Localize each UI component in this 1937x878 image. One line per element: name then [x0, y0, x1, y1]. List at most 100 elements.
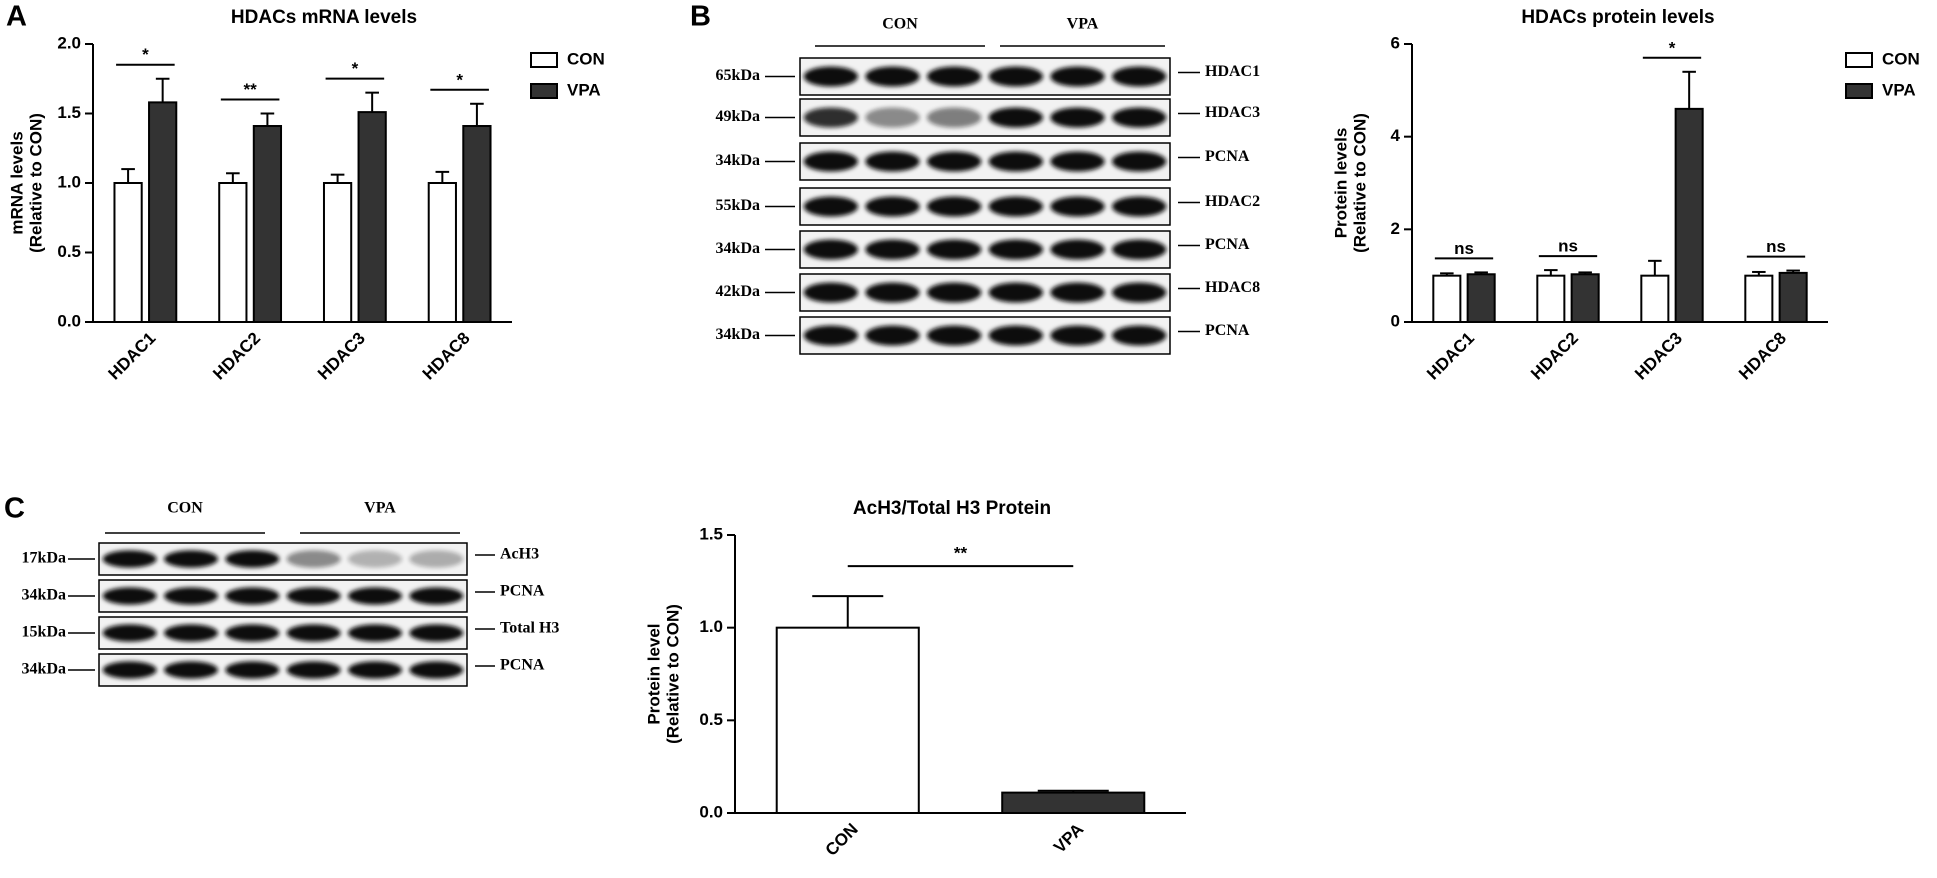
- blot-band: [1050, 151, 1105, 172]
- blot-band: [1050, 196, 1105, 217]
- blot-band: [286, 661, 341, 679]
- blot-band: [988, 196, 1043, 217]
- blot-band: [286, 587, 341, 605]
- bar: [322, 182, 353, 323]
- blot-band: [803, 151, 858, 172]
- y-axis-label: mRNA levels: [7, 131, 26, 234]
- bar: [1466, 273, 1496, 324]
- legend-swatch: [530, 52, 558, 68]
- blot-band: [927, 325, 982, 346]
- error-bar: [470, 102, 484, 127]
- significance-label: *: [352, 59, 359, 78]
- blot-frame: [799, 230, 1171, 269]
- y-tick-label: 2.0: [57, 33, 81, 52]
- bar: [1570, 273, 1600, 324]
- legend-label: VPA: [1882, 80, 1916, 99]
- blot-marker-label: 34kDa: [716, 240, 760, 257]
- panel-label: A: [6, 1, 27, 33]
- bar: [1674, 107, 1704, 323]
- blot-group-label: VPA: [1067, 16, 1099, 33]
- blot-band: [988, 66, 1043, 87]
- error-bar: [1682, 70, 1696, 109]
- blot-band: [1050, 239, 1105, 260]
- blot-marker-label: 65kDa: [716, 67, 760, 84]
- blot-marker-label: 34kDa: [716, 326, 760, 343]
- blot-marker-label: 15kDa: [22, 624, 66, 641]
- blot-band: [409, 587, 464, 605]
- blot-band: [927, 107, 982, 128]
- y-tick-label: 1.5: [699, 524, 723, 543]
- y-axis-label: Protein level: [644, 623, 663, 724]
- significance-label: **: [244, 80, 258, 99]
- blot-group-label: CON: [167, 500, 203, 517]
- blot-band: [1112, 325, 1167, 346]
- x-tick-label: HDAC2: [209, 329, 264, 384]
- error-bar: [812, 595, 884, 628]
- legend-label: CON: [567, 49, 605, 68]
- blot-band: [1050, 66, 1105, 87]
- bar: [427, 182, 457, 323]
- blot-frame: [98, 616, 468, 650]
- y-tick-label: 0.0: [57, 311, 81, 330]
- bar: [252, 125, 283, 324]
- x-tick-label: HDAC8: [419, 329, 474, 384]
- blot-band: [225, 661, 280, 679]
- bar: [113, 182, 143, 323]
- blot-frame: [799, 187, 1171, 226]
- blot-band: [865, 66, 920, 87]
- blot-frame: [799, 273, 1171, 312]
- blot-band: [102, 550, 157, 568]
- blot-protein-label: HDAC3: [1205, 104, 1260, 121]
- blot-band: [927, 196, 982, 217]
- error-bar: [330, 173, 345, 183]
- blot-protein-label: Total H3: [500, 620, 559, 637]
- blot-group-label: CON: [882, 16, 918, 33]
- bar: [1432, 274, 1462, 323]
- blot-protein-label: PCNA: [1205, 322, 1250, 339]
- y-tick-label: 0.0: [699, 802, 723, 821]
- legend-swatch: [1845, 52, 1873, 68]
- error-bar: [1474, 271, 1488, 275]
- panel-label: C: [4, 493, 25, 525]
- bar: [218, 182, 248, 323]
- error-bar: [1544, 269, 1558, 276]
- blot-band: [348, 624, 402, 642]
- significance-label: *: [456, 70, 463, 89]
- y-tick-label: 0.5: [57, 242, 81, 261]
- y-tick-label: 2: [1391, 219, 1400, 238]
- significance-label: *: [142, 45, 149, 64]
- error-bar: [121, 168, 135, 183]
- blot-band: [865, 325, 920, 346]
- bar: [1640, 274, 1670, 323]
- blot-band: [927, 66, 982, 87]
- error-bar: [226, 172, 240, 183]
- blot-protein-label: PCNA: [500, 583, 545, 600]
- blot-band: [927, 239, 982, 260]
- blot-band: [988, 239, 1043, 260]
- blot-band: [803, 239, 858, 260]
- blot-band: [865, 151, 920, 172]
- chart-title: HDACs protein levels: [1521, 7, 1714, 28]
- blot-frame: [98, 542, 468, 576]
- blot-marker-label: 42kDa: [716, 283, 760, 300]
- y-axis-label: (Relative to CON): [1350, 113, 1369, 253]
- blot-band: [1112, 107, 1167, 128]
- blot-band: [803, 196, 858, 217]
- blot-band: [865, 282, 920, 303]
- significance-label: ns: [1454, 239, 1474, 258]
- blot-frame: [799, 142, 1171, 181]
- error-bar: [1648, 259, 1662, 276]
- blot-band: [164, 587, 218, 605]
- blot-band: [225, 550, 280, 568]
- error-bar: [1786, 269, 1800, 273]
- blot-band: [988, 325, 1043, 346]
- error-bar: [365, 91, 379, 113]
- blot-marker-label: 49kDa: [716, 108, 760, 125]
- blot-protein-label: PCNA: [1205, 236, 1250, 253]
- y-tick-label: 1.0: [57, 172, 81, 191]
- blot-protein-label: HDAC1: [1205, 63, 1260, 80]
- y-tick-label: 0: [1391, 311, 1400, 330]
- legend-label: VPA: [567, 80, 601, 99]
- blot-marker-label: 55kDa: [716, 197, 760, 214]
- panel-label: B: [690, 1, 711, 33]
